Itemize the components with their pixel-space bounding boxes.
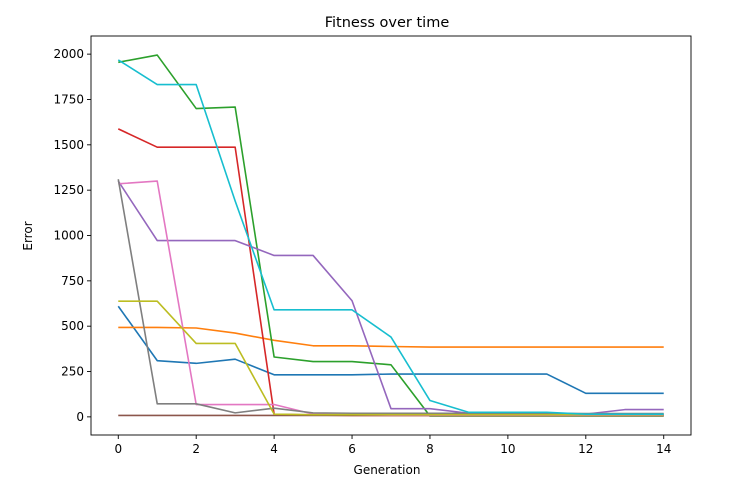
y-tick-label: 1250 [53, 183, 84, 197]
series-line-8 [117, 179, 664, 415]
y-tick-label: 1500 [53, 138, 84, 152]
x-tick-label: 8 [426, 442, 434, 456]
series-line-4 [117, 128, 664, 417]
series-line-3 [118, 54, 664, 417]
y-tick-label: 500 [61, 319, 84, 333]
series-line-1 [117, 305, 664, 395]
chart-title: Fitness over time [325, 15, 450, 31]
plot-frame [90, 35, 692, 436]
series-line-5 [117, 180, 664, 415]
y-axis-label: Error [21, 221, 35, 250]
x-tick-label: 14 [656, 442, 671, 456]
y-tick-label: 1000 [53, 229, 84, 243]
x-axis-label: Generation [354, 463, 421, 477]
y-tick-label: 0 [76, 410, 84, 424]
x-tick-label: 2 [192, 442, 200, 456]
series-line-2 [118, 326, 664, 348]
y-tick-label: 2000 [53, 47, 84, 61]
x-tick-label: 10 [500, 442, 515, 456]
x-axis: 0 2 4 6 8 10 12 14 [114, 435, 671, 456]
series-line-10 [117, 59, 664, 415]
y-tick-label: 750 [61, 274, 84, 288]
x-tick-label: 6 [348, 442, 356, 456]
x-tick-label: 12 [578, 442, 593, 456]
series-line-9 [118, 300, 664, 416]
y-tick-label: 1750 [53, 92, 84, 106]
series-layer [117, 54, 664, 417]
x-tick-label: 0 [114, 442, 122, 456]
x-tick-label: 4 [270, 442, 278, 456]
y-axis: 0 250 500 750 1000 1250 1500 1750 2000 [53, 47, 91, 424]
series-line-7 [118, 180, 664, 416]
y-tick-label: 250 [61, 365, 84, 379]
